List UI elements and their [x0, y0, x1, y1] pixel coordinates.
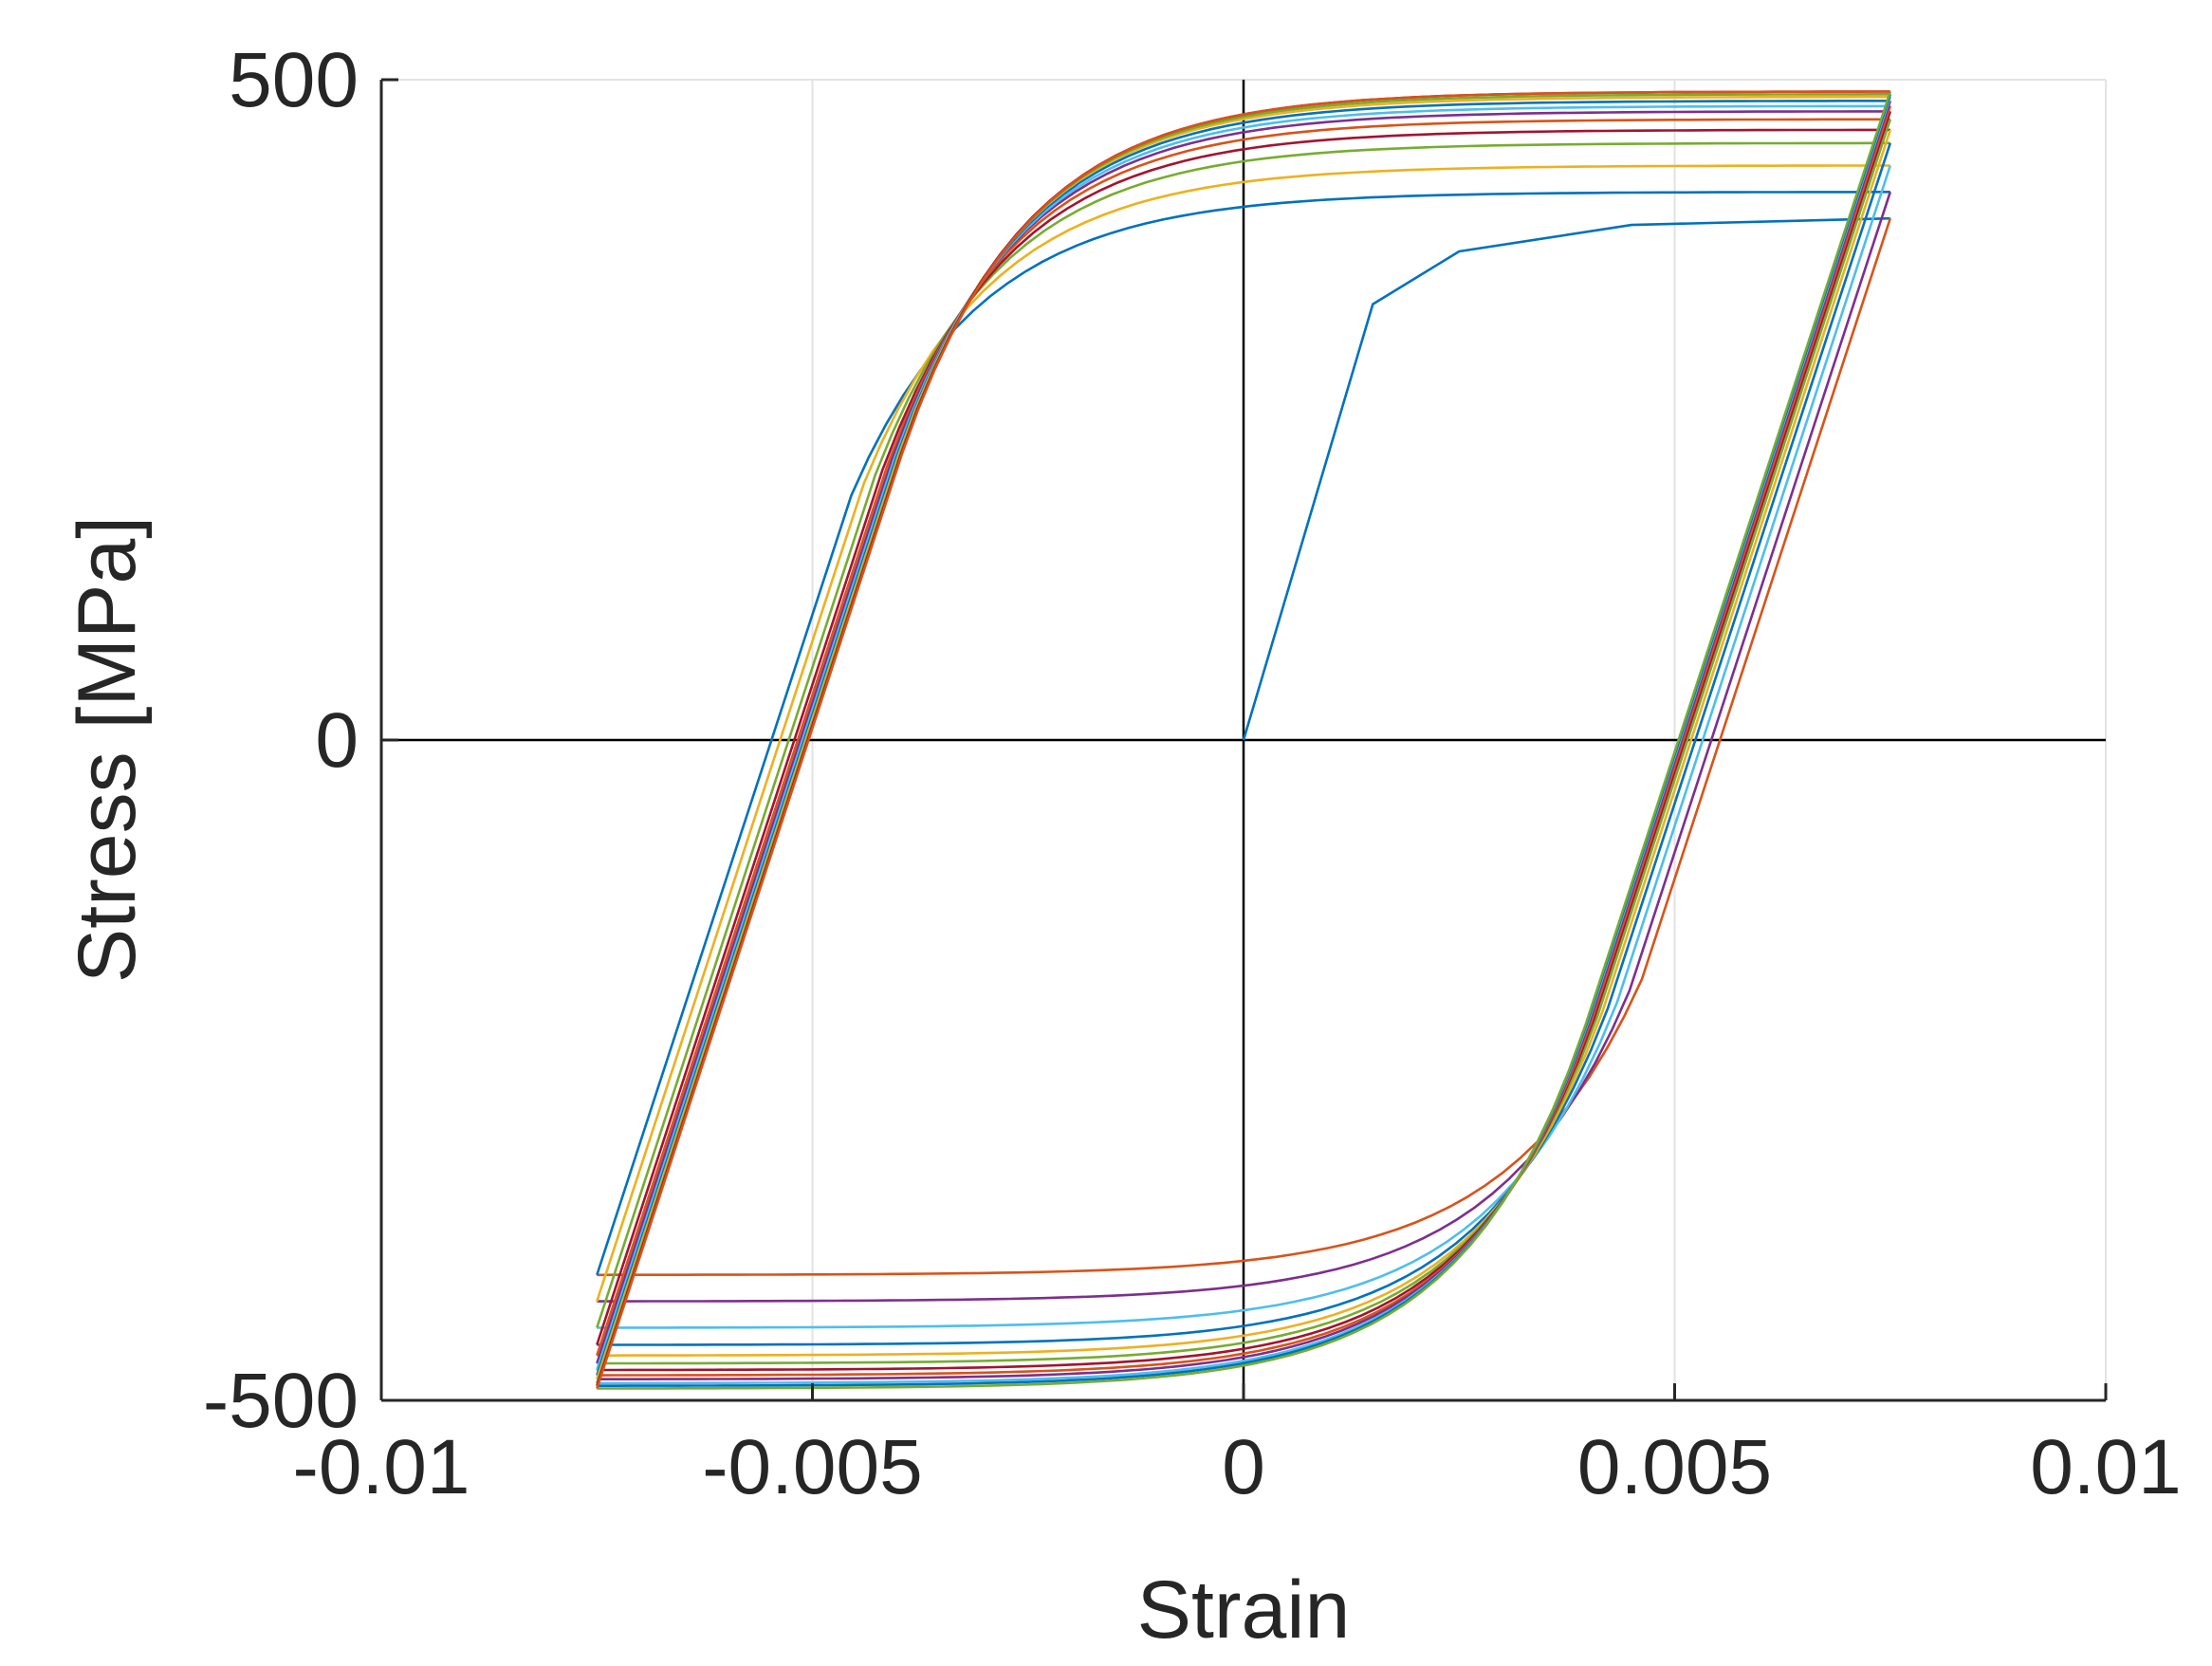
tension-branch: [596, 141, 1890, 1328]
compression-branch: [597, 105, 1892, 1377]
axes: [379, 78, 2108, 1402]
y-tick-label: 0: [315, 697, 359, 784]
tension-branch: [596, 118, 1890, 1357]
compression-branch: [597, 165, 1892, 1329]
hysteresis-series: [596, 90, 1892, 1390]
y-tick-label: -500: [203, 1358, 359, 1444]
tension-branch: [596, 90, 1890, 1389]
y-tick-labels: -500 0 500: [203, 37, 359, 1444]
compression-branch: [597, 142, 1892, 1346]
compression-branch: [597, 110, 1892, 1372]
compression-branch: [597, 217, 1892, 1277]
tension-branch: [596, 128, 1890, 1345]
x-tick-label: 0.01: [2030, 1424, 2182, 1510]
x-tick-label: 0.005: [1577, 1424, 1772, 1510]
tension-branch: [596, 100, 1890, 1377]
x-tick-label: -0.005: [702, 1424, 923, 1510]
compression-branch: [597, 191, 1892, 1303]
tension-branch: [596, 164, 1890, 1303]
compression-branch: [597, 91, 1892, 1390]
x-axis-label: Strain: [1137, 1564, 1351, 1656]
compression-branch: [597, 129, 1892, 1357]
tension-branch: [596, 191, 1890, 1276]
y-axis-label: Stress [MPa]: [62, 516, 153, 983]
y-tick-label: 500: [229, 37, 359, 123]
initial-loading-curve: [1242, 216, 1890, 741]
compression-branch: [597, 119, 1892, 1365]
x-tick-label: -0.01: [293, 1424, 470, 1510]
compression-branch: [597, 100, 1892, 1380]
tension-branch: [596, 104, 1890, 1371]
tension-branch: [596, 110, 1890, 1364]
x-tick-labels: -0.01 -0.005 0 0.005 0.01: [293, 1424, 2182, 1510]
x-tick-label: 0: [1222, 1424, 1265, 1510]
